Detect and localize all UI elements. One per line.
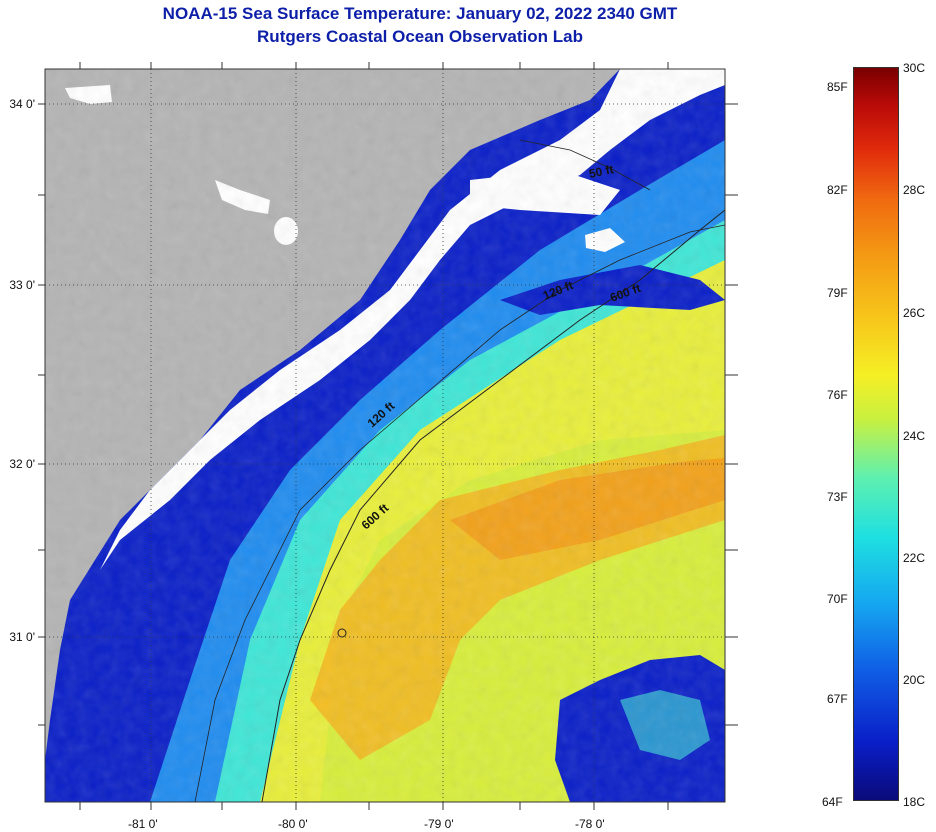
colorbar-label-22c: 22C bbox=[903, 551, 926, 565]
colorbar-label-26c: 26C bbox=[903, 306, 926, 320]
lat-label-34: 34 0' bbox=[9, 97, 35, 111]
colorbar-label-28c: 28C bbox=[903, 183, 926, 197]
map-title: NOAA-15 Sea Surface Temperature: January… bbox=[162, 4, 678, 23]
colorbar-label-85f: 85F bbox=[827, 80, 848, 94]
colorbar-label-20c: 20C bbox=[903, 673, 926, 687]
colorbar-label-64f: 64F bbox=[822, 795, 843, 809]
colorbar-label-82f: 82F bbox=[827, 183, 848, 197]
colorbar-label-76f: 76F bbox=[827, 388, 848, 402]
colorbar-label-24c: 24C bbox=[903, 429, 926, 443]
colorbar-label-18c: 18C bbox=[903, 795, 926, 809]
lat-label-32: 32 0' bbox=[9, 457, 35, 471]
lon-label-78: -78 0' bbox=[575, 817, 605, 831]
axis-ticks bbox=[38, 62, 738, 810]
colorbar-label-30c: 30C bbox=[903, 61, 926, 75]
contour-label-50ft: 50 ft bbox=[588, 162, 615, 181]
lat-label-31: 31 0' bbox=[9, 630, 35, 644]
map-frame bbox=[44, 68, 726, 803]
lon-label-79: -79 0' bbox=[424, 817, 454, 831]
lon-label-81: -81 0' bbox=[128, 817, 158, 831]
colorbar-label-70f: 70F bbox=[827, 592, 848, 606]
lat-label-33: 33 0' bbox=[9, 278, 35, 292]
colorbar-label-67f: 67F bbox=[827, 692, 848, 706]
contour-600ft bbox=[261, 209, 725, 802]
contour-120ft bbox=[194, 224, 725, 802]
contour-50ft bbox=[519, 139, 651, 191]
colorbar bbox=[853, 67, 899, 801]
graticule bbox=[45, 69, 725, 802]
colorbar-label-79f: 79F bbox=[827, 286, 848, 300]
map-subtitle: Rutgers Coastal Ocean Observation Lab bbox=[257, 27, 583, 46]
lon-label-80: -80 0' bbox=[278, 817, 308, 831]
colorbar-label-73f: 73F bbox=[827, 490, 848, 504]
